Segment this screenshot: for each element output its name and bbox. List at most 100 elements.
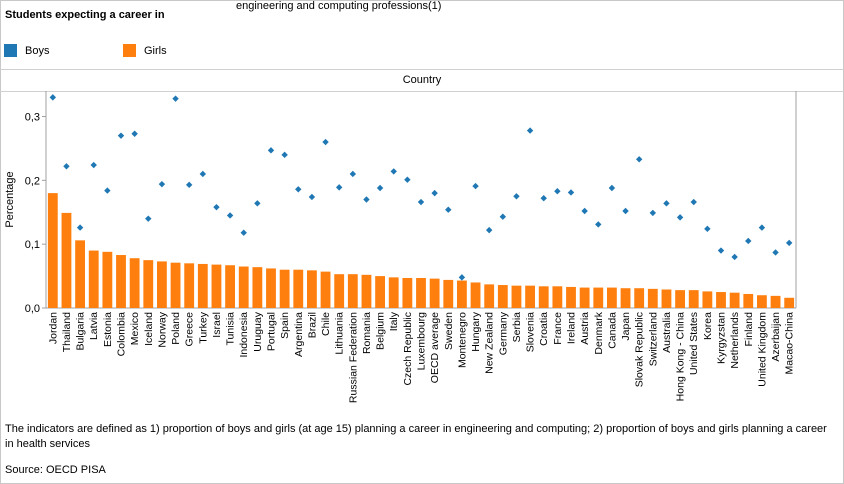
point-boys xyxy=(540,195,547,202)
legend-item-boys[interactable]: Boys xyxy=(4,44,49,57)
x-tick-label: Lithuania xyxy=(334,312,346,355)
indicator-filter[interactable]: engineering and computing professions(1) xyxy=(236,0,442,12)
x-tick-label: Colombia xyxy=(116,312,128,357)
point-boys xyxy=(499,213,507,220)
x-tick-label: Korea xyxy=(702,312,714,340)
footnote-source: Source: OECD PISA xyxy=(5,464,106,476)
x-tick-label: Croatia xyxy=(538,312,550,346)
point-boys xyxy=(240,229,247,236)
x-tick-label: Slovak Republic xyxy=(634,312,646,387)
header-title: Students expecting a career in xyxy=(5,9,165,21)
column-header-country: Country xyxy=(402,74,442,86)
bar-girls xyxy=(525,285,535,308)
x-tick-label: Canada xyxy=(606,312,618,349)
x-tick-label: Norway xyxy=(156,311,168,347)
legend-swatch-girls xyxy=(123,44,136,57)
point-boys xyxy=(172,95,179,102)
x-tick-label: Serbia xyxy=(511,312,523,343)
point-boys xyxy=(295,186,302,193)
bar-girls xyxy=(334,274,345,308)
point-boys xyxy=(404,176,411,183)
bar-girls xyxy=(238,266,249,308)
bar-girls xyxy=(402,278,413,308)
point-boys xyxy=(363,196,370,203)
x-tick-label: Czech Republic xyxy=(402,312,414,386)
x-tick-label: Iceland xyxy=(143,312,155,346)
point-boys xyxy=(649,209,657,217)
x-tick-label: New Zealand xyxy=(484,312,496,374)
bar-girls xyxy=(716,292,726,308)
point-boys xyxy=(758,224,766,231)
y-axis-label: Percentage xyxy=(4,171,16,227)
bar-girls xyxy=(157,261,167,308)
y-tick-label: 0,1 xyxy=(25,239,40,251)
point-boys xyxy=(608,184,616,192)
x-tick-label: Poland xyxy=(170,312,182,345)
x-tick-label: Japan xyxy=(620,312,632,341)
bar-girls xyxy=(266,268,276,308)
bar-girls xyxy=(743,293,754,308)
bar-girls xyxy=(416,278,426,308)
x-tick-label: Germany xyxy=(497,311,509,355)
point-boys xyxy=(526,127,534,134)
x-tick-label: Slovenia xyxy=(525,312,537,352)
bar-girls xyxy=(675,290,685,308)
x-tick-label: Russian Federation xyxy=(347,312,359,403)
bar-girls xyxy=(470,282,481,308)
point-boys xyxy=(690,198,697,206)
point-boys xyxy=(717,247,725,254)
y-tick-label: 0,2 xyxy=(25,175,40,187)
x-tick-label: Netherlands xyxy=(729,312,741,369)
chart-plot: 0,0 0,1 0,2 0,3 Percentage Jordan Thailand Bulg… xyxy=(4,91,797,403)
bar-girls xyxy=(757,295,767,308)
point-boys xyxy=(308,193,316,201)
x-tick-label: United Kingdom xyxy=(756,312,768,387)
bar-girls xyxy=(184,263,195,308)
bar-girls xyxy=(443,279,454,308)
x-tick-label: Portugal xyxy=(266,312,278,351)
x-tick-label: Chile xyxy=(320,312,332,336)
bar-girls xyxy=(293,269,304,308)
x-tick-label: Austria xyxy=(579,312,591,345)
bar-girls xyxy=(620,288,631,308)
bar-girls xyxy=(252,267,263,308)
x-tick-label: Denmark xyxy=(593,311,605,354)
x-tick-label: Estonia xyxy=(102,312,114,347)
bar-girls xyxy=(320,271,331,308)
bar-girls xyxy=(770,295,781,308)
bar-girls xyxy=(552,286,563,308)
x-tick-label: Brazil xyxy=(306,312,318,338)
y-tick-label: 0,0 xyxy=(25,303,40,315)
point-boys xyxy=(281,151,288,159)
x-tick-label: Spain xyxy=(279,312,291,339)
point-boys xyxy=(63,163,70,170)
point-boys xyxy=(349,170,357,178)
x-tick-label: Finland xyxy=(743,312,755,347)
point-boys xyxy=(663,200,670,207)
point-boys xyxy=(513,193,520,200)
footnote-definition: The indicators are defined as 1) proport… xyxy=(5,423,827,450)
bar-girls xyxy=(279,269,290,308)
bar-girls xyxy=(579,287,590,308)
bar-girls xyxy=(129,258,140,308)
legend-item-girls[interactable]: Girls xyxy=(123,44,167,57)
point-boys xyxy=(595,221,602,228)
bar-girls xyxy=(61,212,72,308)
point-boys xyxy=(322,138,329,146)
bar-girls xyxy=(307,270,317,308)
bar-girls xyxy=(347,274,358,308)
bar-girls xyxy=(375,276,385,308)
point-boys xyxy=(676,214,684,221)
x-tick-label: Italy xyxy=(388,311,400,331)
x-tick-label: Sweden xyxy=(443,312,455,350)
x-tick-label: Turkey xyxy=(197,311,209,343)
point-boys xyxy=(622,207,629,215)
y-tick-label: 0,3 xyxy=(25,112,40,124)
point-boys xyxy=(49,94,57,101)
x-tick-label: Macao-China xyxy=(784,312,796,375)
point-boys xyxy=(131,130,138,137)
bar-girls xyxy=(511,285,522,308)
bar-girls xyxy=(729,292,740,308)
point-boys xyxy=(458,274,466,281)
x-tick-label: Mexico xyxy=(129,312,141,345)
